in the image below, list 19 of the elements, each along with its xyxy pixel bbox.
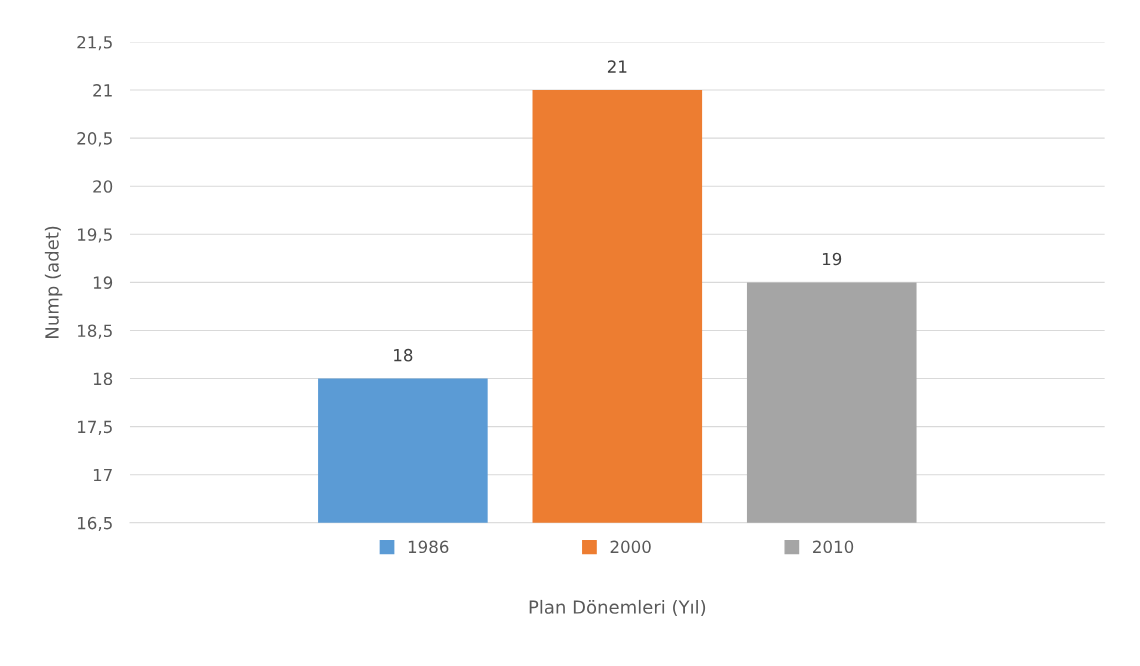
y-tick-label: 18,5 xyxy=(78,324,112,339)
data-label: 21 xyxy=(607,60,627,73)
y-tick-label: 19,5 xyxy=(78,228,112,243)
data-label: 19 xyxy=(822,252,842,266)
data-label: 18 xyxy=(394,348,413,362)
y-tick-label: 17 xyxy=(93,468,112,482)
y-tick-label: 17,5 xyxy=(78,420,112,435)
legend-label: 2010 xyxy=(813,540,854,554)
x-axis-title: Plan Dönemleri (Yıl) xyxy=(529,599,706,616)
legend-label: 1986 xyxy=(408,540,449,554)
y-tick-label: 18 xyxy=(93,372,113,386)
y-tick-label: 21 xyxy=(93,84,112,97)
y-tick-label: 20,5 xyxy=(77,132,112,147)
y-tick-label: 19 xyxy=(93,276,113,289)
y-tick-label: 21,5 xyxy=(77,35,112,51)
legend-label: 2000 xyxy=(610,540,651,554)
y-tick-label: 16,5 xyxy=(78,516,112,532)
y-axis-title: Nump (adet) xyxy=(44,226,63,338)
y-tick-label: 20 xyxy=(93,180,113,193)
